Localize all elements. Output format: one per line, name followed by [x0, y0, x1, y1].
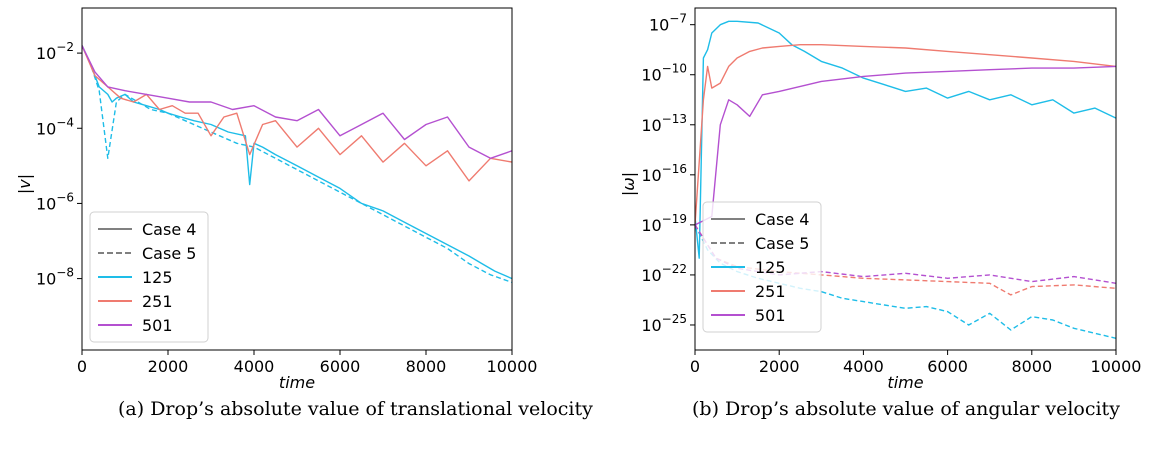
series-group: [82, 45, 512, 284]
y-tick-label: 10−22: [641, 262, 687, 285]
legend-label: Case 5: [142, 244, 196, 263]
caption-b: (b) Drop’s absolute value of angular vel…: [692, 398, 1120, 420]
x-tick-label: 6000: [927, 357, 968, 376]
legend-box: [89, 211, 209, 343]
y-tick-label: 10−6: [36, 190, 74, 213]
plot-frame: [694, 7, 1117, 351]
legend-label: 125: [142, 268, 173, 287]
x-axis-label: time: [887, 373, 923, 390]
x-tick-label: 8000: [406, 357, 447, 376]
x-tick-label: 2000: [759, 357, 800, 376]
x-tick-label: 10000: [1091, 357, 1142, 376]
figure: 0 2000 4000 6000 8000 10000 10−2 10−4 10−6 10−8 ti…: [15, 7, 1142, 390]
x-tick-label: 8000: [1011, 357, 1052, 376]
series-125-case5: [82, 45, 512, 284]
y-tick-label: 10−4: [36, 115, 74, 138]
x-tick-label: 0: [690, 357, 700, 376]
x-tick-label: 4000: [843, 357, 884, 376]
legend-label: 251: [142, 292, 173, 311]
y-axis-label: |ω|: [619, 172, 638, 196]
series-251-case5: [695, 224, 1116, 296]
legend-label: 251: [755, 282, 786, 301]
legend-label: 501: [142, 316, 173, 335]
y-tick-label: 10−16: [641, 162, 687, 185]
y-tick-label: 10−25: [641, 312, 687, 335]
legend-label: Case 5: [755, 234, 809, 253]
legend-box: [702, 201, 822, 333]
x-tick-label: 4000: [234, 357, 275, 376]
x-tick-label: 10000: [487, 357, 538, 376]
x-tick-label: 2000: [148, 357, 189, 376]
legend-label: Case 4: [755, 210, 809, 229]
series-125-case4: [82, 45, 512, 280]
y-tick-label: 10−8: [36, 266, 74, 289]
plot-a: 0 2000 4000 6000 8000 10000 10−2 10−4 10−6 10−8 ti…: [15, 7, 538, 390]
legend-label: 501: [755, 306, 786, 325]
plot-b: 0 2000 4000 6000 8000 10000 10−7 10−10 10−13 10−1…: [619, 7, 1142, 390]
plot-frame: [81, 7, 513, 351]
x-tick-label: 6000: [320, 357, 361, 376]
y-tick-label: 10−13: [641, 112, 687, 135]
y-axis-label: |v|: [15, 174, 34, 194]
series-125-case4: [695, 20, 1116, 259]
y-tick-label: 10−2: [36, 40, 74, 63]
y-tick-label: 10−7: [649, 12, 687, 35]
y-tick-label: 10−19: [641, 212, 687, 235]
series-501-case4: [695, 65, 1116, 226]
series-251-case4: [695, 44, 1116, 225]
x-tick-label: 0: [77, 357, 87, 376]
series-501-case4: [82, 45, 512, 160]
legend: Case 4 Case 5 125 251 501: [702, 201, 822, 333]
x-axis-label: time: [279, 373, 315, 390]
caption-a: (a) Drop’s absolute value of translation…: [118, 398, 593, 420]
legend-label: Case 4: [142, 220, 196, 239]
legend: Case 4 Case 5 125 251 501: [89, 211, 209, 343]
series-251-case4: [82, 45, 512, 182]
y-tick-label: 10−10: [641, 62, 687, 85]
legend-label: 125: [755, 258, 786, 277]
